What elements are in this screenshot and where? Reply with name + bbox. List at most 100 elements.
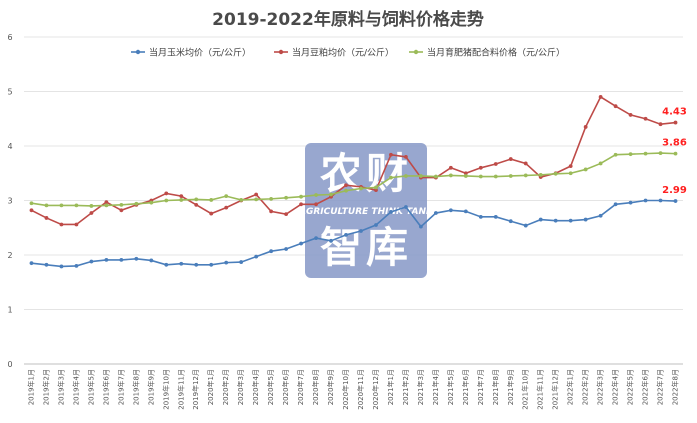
data-point [478,214,483,219]
data-point [448,173,453,178]
data-point [419,224,423,229]
y-axis-ticks: 0 1 2 3 4 5 6 [7,33,12,369]
data-point [119,208,124,213]
data-point [404,155,408,159]
data-point [613,152,618,157]
data-point [284,212,288,217]
data-point [374,223,378,227]
data-point [269,249,274,254]
data-point [74,203,79,208]
data-point [643,116,648,121]
data-point [59,264,64,269]
data-point [583,217,588,222]
x-tick-label: 2020年7月 [296,369,305,405]
x-tick-label: 2020年10月 [341,369,350,410]
data-point [478,165,483,170]
data-point [523,161,528,166]
data-point [628,113,633,117]
data-point [224,194,229,199]
y-tick-label: 2 [7,251,12,260]
chart-title: 2019-2022年原料与饲料价格走势 [212,9,484,30]
legend-swatch-marker [278,49,284,55]
data-point [239,198,244,202]
watermark: 农财 AGRICULTURE THINK TANK 智库 [298,143,434,278]
data-point [658,198,663,203]
x-tick-label: 2019年10月 [161,369,170,410]
x-tick-label: 2020年3月 [236,369,245,405]
data-point [224,205,229,210]
x-tick-label: 2019年8月 [131,369,140,405]
x-tick-label: 2020年6月 [281,369,290,405]
x-tick-label: 2022年3月 [596,369,605,405]
x-tick-label: 2020年2月 [221,369,230,405]
data-point [433,211,438,215]
x-tick-label: 2019年3月 [56,369,65,405]
data-point [134,256,139,261]
x-tick-label: 2020年11月 [356,369,365,410]
data-point [359,229,363,233]
data-point [104,203,109,208]
x-tick-label: 2019年2月 [41,369,50,405]
data-point [89,211,94,215]
data-point [433,174,438,179]
data-label: 2.99 [662,185,687,196]
data-point [389,175,393,180]
data-point [44,262,49,267]
data-point [598,213,603,218]
data-point [254,192,259,197]
data-point [523,173,528,178]
data-point [239,260,244,264]
y-tick-label: 4 [7,142,12,151]
watermark-text-top: 农财 [320,149,412,198]
data-point [74,222,79,227]
data-point [329,192,333,197]
series-layer [29,95,678,269]
x-tick-label: 2020年8月 [311,369,320,405]
data-point [628,200,633,205]
x-tick-label: 2021年8月 [491,369,500,405]
data-point [89,204,94,208]
x-tick-label: 2019年9月 [146,369,155,405]
data-point [538,217,543,222]
data-point [404,174,408,178]
x-tick-label: 2022年1月 [566,369,575,405]
x-tick-label: 2022年8月 [671,369,680,405]
x-tick-label: 2021年7月 [476,369,485,405]
x-tick-label: 2021年9月 [506,369,515,405]
data-point [209,262,214,267]
x-tick-label: 2019年12月 [191,369,200,410]
data-point [344,183,348,188]
x-tick-label: 2022年5月 [626,369,635,405]
data-point [598,161,603,166]
series-line-0 [31,199,676,268]
data-point [448,208,453,213]
data-point [463,171,468,176]
series-line-2 [31,152,676,207]
data-point [269,209,274,214]
data-point [374,185,378,190]
y-tick-label: 3 [7,197,12,206]
data-point [89,259,94,264]
data-point [164,198,169,203]
data-point [643,198,648,203]
x-tick-label: 2020年9月 [326,369,335,405]
data-point [254,254,259,259]
x-tick-label: 2019年5月 [86,369,95,405]
data-point [613,202,618,207]
data-point [29,261,34,266]
data-point [673,151,678,156]
data-point [389,152,393,157]
data-point [389,210,393,214]
data-labels: 4.43 3.86 2.99 [662,107,687,196]
data-point [149,200,154,205]
data-point [59,203,64,208]
data-point [179,194,184,199]
data-point [508,157,513,161]
data-point [254,197,259,202]
x-tick-label: 2020年4月 [251,369,260,405]
legend: 当月玉米均价（元/公斤） 当月豆粕均价（元/公斤） 当月育肥猪配合料价格（元/公斤） [131,47,565,59]
y-tick-label: 1 [7,306,12,315]
data-point [179,198,184,202]
x-tick-label: 2022年2月 [581,369,590,405]
